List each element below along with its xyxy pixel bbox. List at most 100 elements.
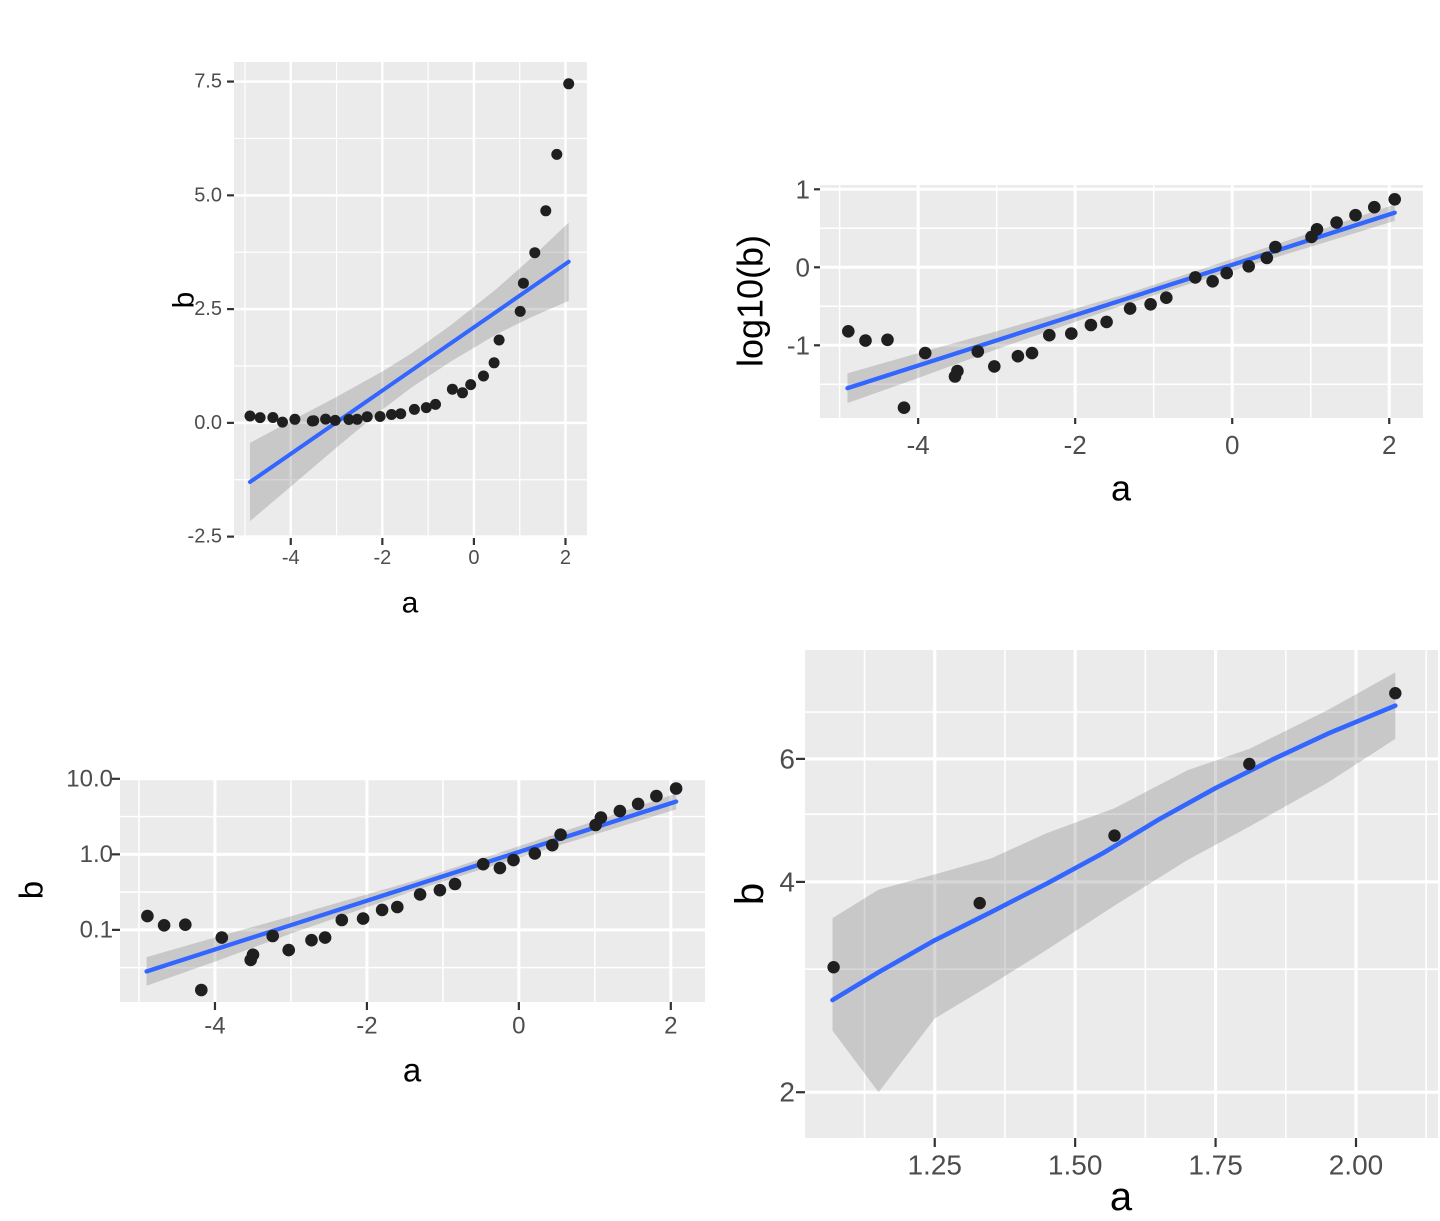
data-points [141, 782, 683, 997]
data-point [1388, 193, 1401, 206]
x-tick-label: 2.00 [1329, 1150, 1384, 1181]
data-point [157, 919, 171, 932]
plot-panel [120, 778, 705, 1002]
x-tick-label: 2 [1382, 430, 1396, 460]
x-tick-label: 0 [512, 1013, 525, 1040]
data-point [266, 929, 280, 943]
y-tick-label: 7.5 [194, 71, 222, 93]
panel-bottom_left: -4 -2 0 2 10.0 1.0 0.1 a b [13, 765, 705, 1089]
confidence-ribbon [832, 672, 1396, 1093]
x-axis-title: a [1111, 468, 1132, 509]
data-point [493, 861, 507, 875]
smooth-line [248, 259, 571, 485]
axes: -4 -2 0 2 10.0 1.0 0.1 [66, 765, 677, 1039]
data-point [448, 877, 462, 891]
data-point [971, 345, 985, 358]
y-tick-label: 2.5 [194, 298, 222, 320]
x-tick-label: -4 [282, 547, 300, 569]
data-point [395, 408, 407, 420]
axes: -4 -2 0 2 1 0 -1 [787, 174, 1397, 460]
gridlines [805, 650, 1438, 1138]
data-point [540, 205, 552, 217]
data-point [408, 403, 420, 415]
data-point [433, 883, 447, 897]
data-point [305, 933, 318, 947]
data-points [244, 78, 575, 428]
data-point [988, 360, 1001, 373]
data-point [1220, 266, 1233, 280]
data-point [529, 247, 541, 259]
data-point [320, 413, 332, 425]
y-tick-label: -1 [787, 330, 810, 360]
data-point [563, 78, 575, 90]
data-point [195, 983, 208, 997]
data-point [1243, 757, 1256, 771]
data-point [386, 409, 397, 420]
axes: 1.25 1.50 1.75 2.00 6 4 2 [779, 743, 1383, 1180]
data-point [1144, 298, 1157, 311]
data-point [859, 334, 872, 347]
y-axis-title: b [13, 881, 50, 899]
data-point [973, 896, 986, 910]
data-point [1368, 200, 1381, 214]
data-point [827, 961, 840, 974]
data-points [827, 687, 1402, 974]
x-tick-label: 1.50 [1048, 1150, 1103, 1181]
data-point [1330, 216, 1343, 229]
y-tick-label: -2.5 [188, 526, 222, 548]
y-axis-title: b [728, 883, 772, 905]
data-point [361, 411, 373, 423]
x-tick-label: 0 [468, 547, 479, 569]
gridlines [234, 62, 587, 538]
x-tick-label: -2 [1064, 430, 1087, 460]
data-points [842, 193, 1401, 415]
data-point [1269, 240, 1282, 254]
plot-panel [234, 62, 587, 538]
y-tick-label: 4 [779, 866, 795, 897]
data-point [517, 277, 529, 289]
data-point [308, 415, 320, 427]
data-point [476, 857, 490, 871]
data-point [1084, 318, 1098, 332]
data-point [254, 412, 266, 424]
y-axis-title: log10(b) [730, 235, 771, 367]
data-point [1011, 349, 1025, 363]
y-tick-label: 10.0 [66, 765, 113, 792]
data-point [430, 398, 441, 410]
data-point [329, 414, 341, 426]
panel-bottom_right: 1.25 1.50 1.75 2.00 6 4 2 a b [728, 650, 1438, 1219]
data-point [1108, 829, 1121, 842]
data-point [351, 413, 363, 425]
x-tick-label: 1.25 [907, 1150, 962, 1181]
data-point [1100, 315, 1113, 329]
y-tick-label: 5.0 [194, 184, 222, 206]
data-point [141, 909, 154, 923]
data-point [1349, 208, 1362, 222]
data-point [478, 370, 489, 382]
data-point [446, 383, 458, 395]
data-point [594, 811, 608, 824]
data-point [375, 903, 389, 917]
data-point [282, 943, 296, 957]
data-point [554, 828, 567, 841]
x-axis-title: a [403, 1052, 422, 1089]
axes: -4 -2 0 2 7.5 5.0 2.5 0.0 -2.5 [188, 71, 572, 569]
data-point [546, 838, 559, 852]
data-point [1189, 271, 1202, 284]
data-point [1043, 328, 1056, 342]
data-point [613, 804, 627, 818]
data-point [1242, 260, 1255, 273]
data-point [1260, 251, 1274, 265]
data-point [1206, 275, 1219, 288]
x-tick-label: 2 [664, 1013, 677, 1040]
data-point [528, 847, 542, 860]
confidence-ribbon [146, 793, 677, 986]
data-point [420, 402, 432, 414]
y-tick-label: 1 [796, 174, 810, 204]
data-point [881, 333, 894, 347]
x-tick-label: 1.75 [1188, 1150, 1243, 1181]
panel-top_left: -4 -2 0 2 7.5 5.0 2.5 0.0 -2.5 a b [168, 62, 587, 620]
data-point [551, 148, 563, 160]
